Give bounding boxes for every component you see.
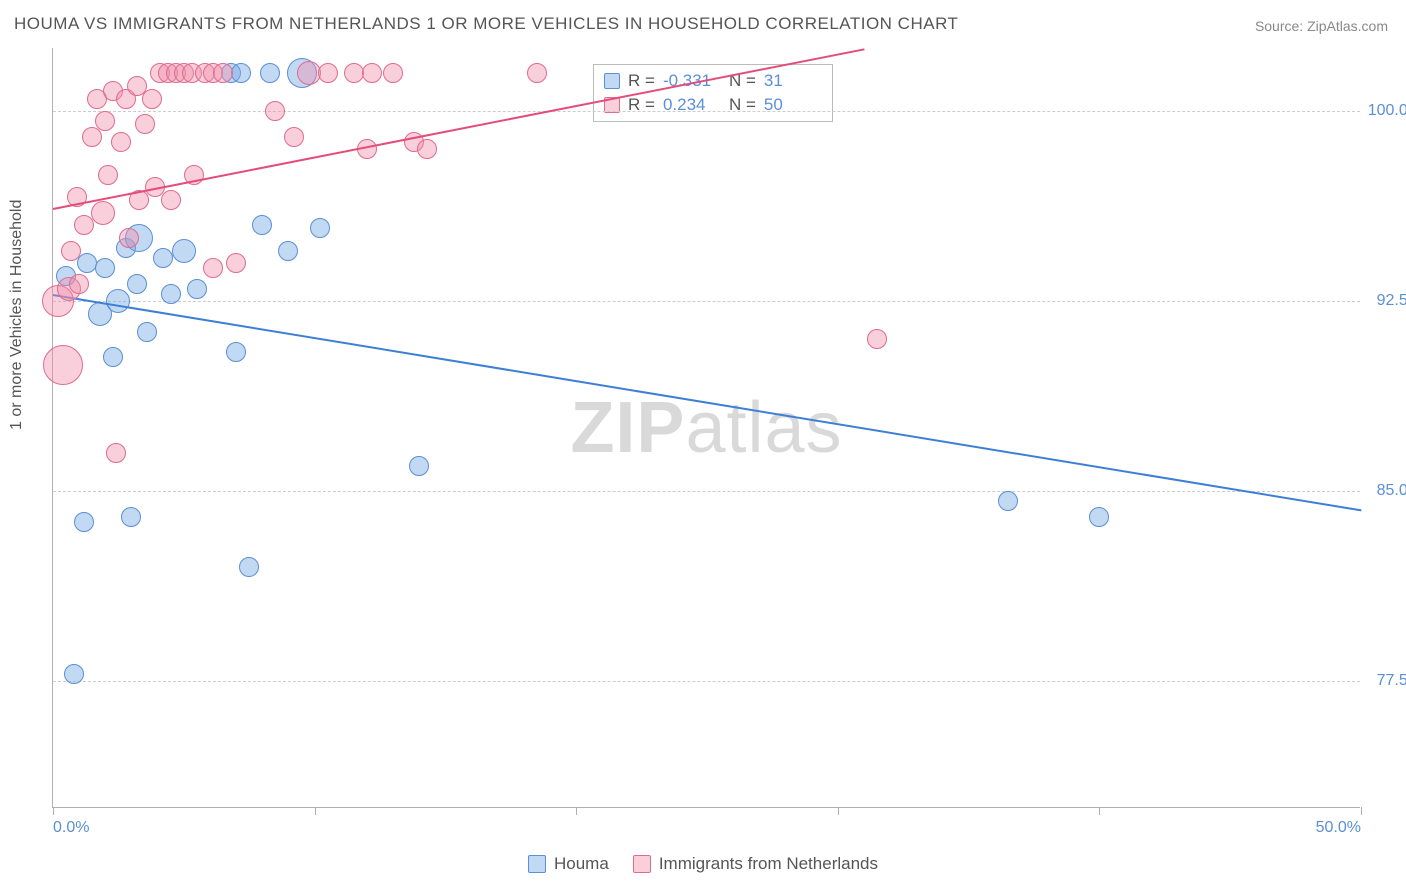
r-label: R = xyxy=(628,71,655,91)
scatter-point xyxy=(187,279,207,299)
scatter-point xyxy=(318,63,338,83)
scatter-point xyxy=(161,284,181,304)
gridline xyxy=(53,681,1360,682)
scatter-point xyxy=(231,63,251,83)
scatter-point xyxy=(867,329,887,349)
trend-line xyxy=(53,294,1361,511)
legend-label: Immigrants from Netherlands xyxy=(659,854,878,874)
swatch-icon xyxy=(528,855,546,873)
x-tick xyxy=(576,807,577,815)
scatter-point xyxy=(69,274,89,294)
source-attribution: Source: ZipAtlas.com xyxy=(1255,18,1388,34)
scatter-point xyxy=(119,228,139,248)
scatter-point xyxy=(153,248,173,268)
bottom-legend: Houma Immigrants from Netherlands xyxy=(528,854,878,874)
x-tick xyxy=(53,807,54,815)
swatch-icon xyxy=(604,73,620,89)
y-axis-label: 1 or more Vehicles in Household xyxy=(8,200,26,430)
scatter-point xyxy=(61,241,81,261)
y-tick-label: 77.5% xyxy=(1377,672,1406,690)
scatter-point xyxy=(252,215,272,235)
scatter-point xyxy=(95,258,115,278)
chart-plot-area: ZIPatlas R = -0.331 N = 31 R = 0.234 N =… xyxy=(52,48,1360,808)
scatter-point xyxy=(127,274,147,294)
scatter-point xyxy=(98,165,118,185)
legend-item-netherlands: Immigrants from Netherlands xyxy=(633,854,878,874)
scatter-point xyxy=(527,63,547,83)
watermark: ZIPatlas xyxy=(570,387,842,469)
scatter-point xyxy=(111,132,131,152)
scatter-point xyxy=(64,664,84,684)
scatter-point xyxy=(137,322,157,342)
x-tick xyxy=(1099,807,1100,815)
legend-item-houma: Houma xyxy=(528,854,609,874)
scatter-point xyxy=(172,239,196,263)
gridline xyxy=(53,301,1360,302)
x-tick xyxy=(315,807,316,815)
stats-row-houma: R = -0.331 N = 31 xyxy=(604,69,822,93)
x-tick-label: 50.0% xyxy=(1316,819,1361,837)
gridline xyxy=(53,491,1360,492)
swatch-icon xyxy=(633,855,651,873)
scatter-point xyxy=(284,127,304,147)
x-tick-label: 0.0% xyxy=(53,819,89,837)
x-tick xyxy=(1361,807,1362,815)
y-tick-label: 85.0% xyxy=(1377,482,1406,500)
scatter-point xyxy=(161,190,181,210)
y-tick-label: 92.5% xyxy=(1377,292,1406,310)
scatter-point xyxy=(226,342,246,362)
stats-row-netherlands: R = 0.234 N = 50 xyxy=(604,93,822,117)
scatter-point xyxy=(203,258,223,278)
scatter-point xyxy=(310,218,330,238)
chart-title: HOUMA VS IMMIGRANTS FROM NETHERLANDS 1 O… xyxy=(14,14,958,34)
n-value: 31 xyxy=(764,71,822,91)
x-tick xyxy=(838,807,839,815)
scatter-point xyxy=(103,347,123,367)
scatter-point xyxy=(260,63,280,83)
scatter-point xyxy=(998,491,1018,511)
scatter-point xyxy=(239,557,259,577)
scatter-point xyxy=(77,253,97,273)
scatter-point xyxy=(106,289,130,313)
scatter-point xyxy=(278,241,298,261)
scatter-point xyxy=(383,63,403,83)
scatter-point xyxy=(142,89,162,109)
scatter-point xyxy=(74,512,94,532)
scatter-point xyxy=(226,253,246,273)
scatter-point xyxy=(417,139,437,159)
scatter-point xyxy=(265,101,285,121)
y-tick-label: 100.0% xyxy=(1368,102,1406,120)
legend-label: Houma xyxy=(554,854,609,874)
scatter-point xyxy=(106,443,126,463)
scatter-point xyxy=(43,345,83,385)
scatter-point xyxy=(409,456,429,476)
correlation-stats-box: R = -0.331 N = 31 R = 0.234 N = 50 xyxy=(593,64,833,122)
scatter-point xyxy=(362,63,382,83)
scatter-point xyxy=(1089,507,1109,527)
gridline xyxy=(53,111,1360,112)
scatter-point xyxy=(95,111,115,131)
scatter-point xyxy=(213,63,233,83)
scatter-point xyxy=(344,63,364,83)
scatter-point xyxy=(91,201,115,225)
scatter-point xyxy=(121,507,141,527)
scatter-point xyxy=(135,114,155,134)
